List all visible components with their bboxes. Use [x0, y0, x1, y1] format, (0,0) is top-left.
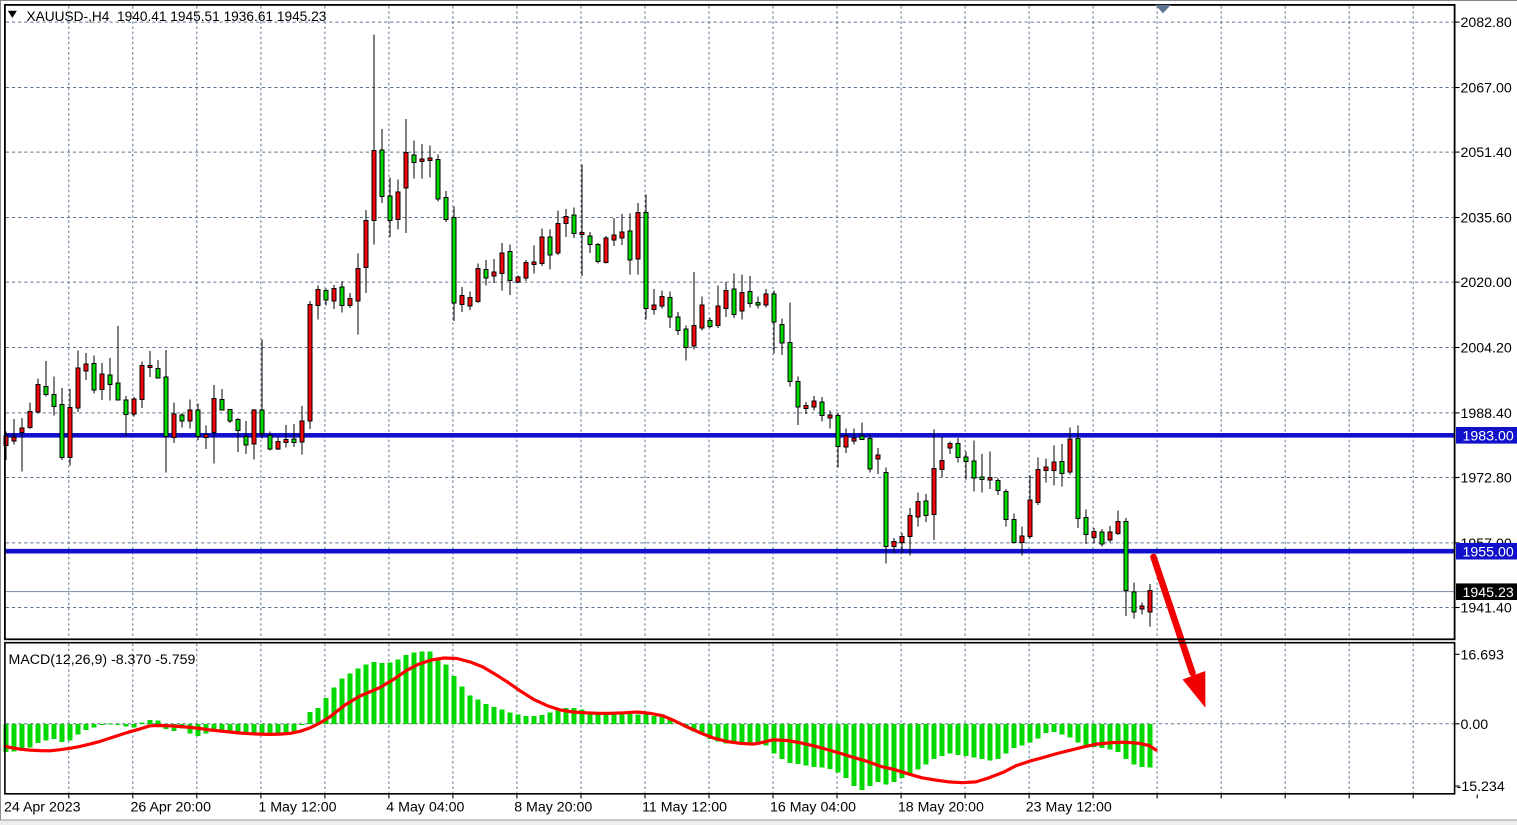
svg-text:11 May 12:00: 11 May 12:00 — [642, 800, 727, 816]
svg-text:2004.20: 2004.20 — [1461, 341, 1512, 357]
svg-text:16.693: 16.693 — [1461, 647, 1505, 663]
svg-text:1983.00: 1983.00 — [1463, 428, 1514, 444]
svg-text:23 May 12:00: 23 May 12:00 — [1026, 800, 1112, 816]
svg-text:16 May 04:00: 16 May 04:00 — [770, 800, 856, 816]
svg-text:0.00: 0.00 — [1461, 717, 1489, 733]
svg-text:1945.23: 1945.23 — [1463, 585, 1514, 601]
svg-text:1972.80: 1972.80 — [1461, 471, 1512, 487]
svg-text:18 May 20:00: 18 May 20:00 — [898, 800, 984, 816]
svg-text:2020.00: 2020.00 — [1461, 275, 1512, 291]
svg-text:4 May 04:00: 4 May 04:00 — [386, 800, 464, 816]
svg-text:8 May 20:00: 8 May 20:00 — [514, 800, 592, 816]
svg-text:2082.80: 2082.80 — [1461, 15, 1512, 31]
svg-text:-15.234: -15.234 — [1457, 779, 1505, 795]
svg-text:2051.40: 2051.40 — [1461, 145, 1512, 161]
svg-text:26 Apr 20:00: 26 Apr 20:00 — [131, 800, 212, 816]
svg-text:2035.60: 2035.60 — [1461, 211, 1512, 227]
svg-text:2067.00: 2067.00 — [1461, 81, 1512, 97]
svg-text:24 Apr 2023: 24 Apr 2023 — [4, 800, 81, 816]
svg-text:1988.40: 1988.40 — [1461, 406, 1512, 422]
svg-text:1 May 12:00: 1 May 12:00 — [258, 800, 336, 816]
svg-text:MACD(12,26,9) -8.370 -5.759: MACD(12,26,9) -8.370 -5.759 — [9, 652, 196, 668]
svg-text:1955.00: 1955.00 — [1463, 544, 1514, 560]
svg-text:XAUUSD-,H4 1940.41 1945.51 19: XAUUSD-,H4 1940.41 1945.51 1936.61 1945.… — [27, 9, 327, 24]
svg-text:1941.40: 1941.40 — [1461, 601, 1512, 617]
